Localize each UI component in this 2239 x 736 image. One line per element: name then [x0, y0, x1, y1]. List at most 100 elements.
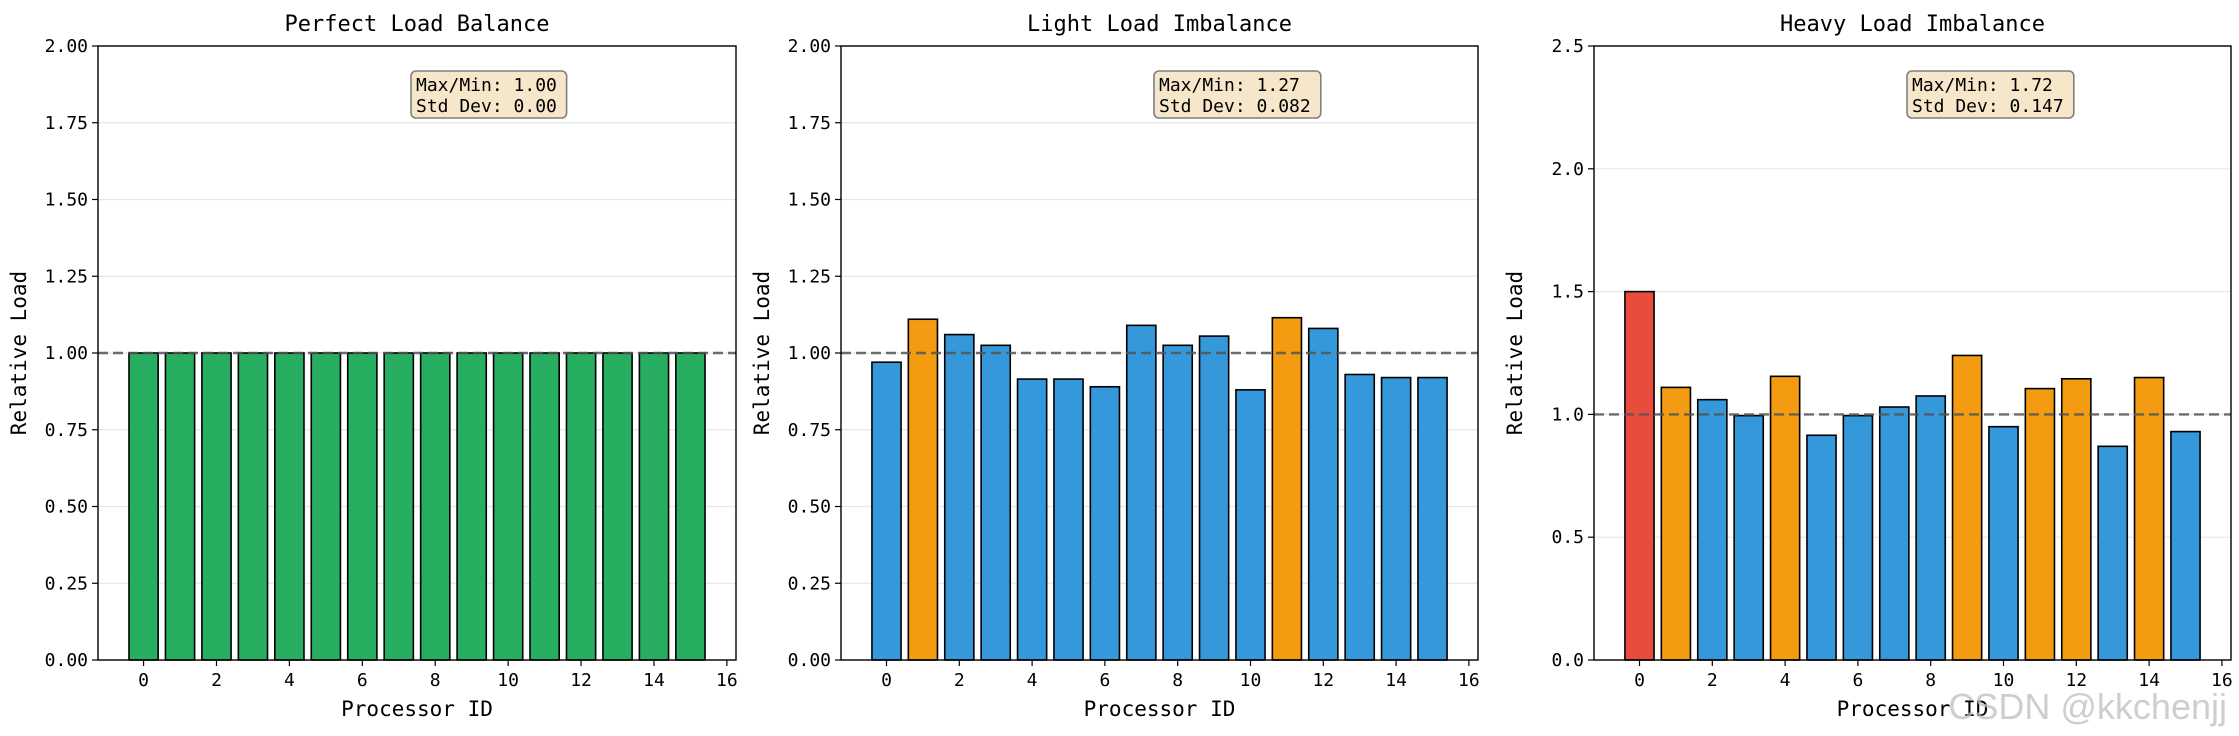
- stats-text: Std Dev: 0.082: [1159, 96, 1311, 117]
- bar-processor-13: [1344, 373, 1376, 661]
- bar-processor-6: [1842, 414, 1874, 661]
- bar-processor-11: [1271, 316, 1303, 661]
- bar-processor-9: [1951, 354, 1983, 661]
- x-tick-label: 4: [1027, 670, 1038, 691]
- y-tick-label: 1.50: [45, 190, 88, 211]
- bar-processor-5: [1053, 378, 1084, 661]
- bar-processor-7: [383, 352, 415, 661]
- chart-panel-1: 0.00 0.25 0.50 0.75 1.00 1.25 1.50 1.75 2.00 0 2 4 6…: [7, 12, 738, 721]
- bar-processor-12: [1307, 327, 1339, 661]
- bar-processor-13: [602, 352, 633, 661]
- bar-processor-2: [201, 352, 232, 661]
- x-tick-label: 16: [716, 670, 738, 691]
- x-tick-label: 2: [954, 670, 965, 691]
- bar-processor-8: [1162, 344, 1194, 661]
- bar-processor-4: [274, 352, 305, 661]
- x-tick-label: 14: [2138, 670, 2160, 691]
- y-tick-label: 0.0: [1551, 650, 1584, 671]
- axes-frame: [1593, 45, 2232, 661]
- bar-processor-0: [871, 361, 902, 661]
- bar-processor-1: [907, 318, 939, 661]
- y-tick-label: 0.00: [788, 650, 831, 671]
- y-tick-label: 1.00: [788, 343, 831, 364]
- x-tick-label: 10: [1240, 670, 1262, 691]
- bar-processor-3: [980, 344, 1012, 661]
- y-tick-label: 2.00: [45, 36, 88, 57]
- x-tick-label: 6: [1852, 670, 1863, 691]
- bar-processor-3: [1733, 414, 1765, 661]
- x-tick-label: 2: [211, 670, 222, 691]
- bar-processor-10: [1235, 389, 1266, 661]
- y-tick-label: 2.00: [788, 36, 831, 57]
- x-tick-label: 6: [357, 670, 368, 691]
- bar-processor-5: [310, 352, 342, 661]
- bar-processor-4: [1016, 378, 1048, 661]
- x-tick-label: 16: [1458, 670, 1480, 691]
- bar-processor-14: [2133, 376, 2165, 661]
- y-axis-label: Relative Load: [7, 271, 31, 435]
- stats-text: Std Dev: 0.147: [1912, 96, 2064, 117]
- bar-processor-8: [419, 352, 451, 661]
- chart-title: Heavy Load Imbalance: [1780, 12, 2045, 37]
- x-tick-label: 4: [284, 670, 295, 691]
- bar-processor-10: [1988, 425, 2019, 661]
- bar-processor-14: [1380, 376, 1412, 661]
- y-tick-label: 0.25: [788, 573, 831, 594]
- bar-processor-11: [2024, 387, 2056, 661]
- x-tick-label: 8: [1172, 670, 1183, 691]
- bar-processor-14: [638, 352, 670, 661]
- y-tick-label: 1.0: [1551, 404, 1584, 425]
- bar-processor-1: [1660, 386, 1692, 661]
- bar-processor-6: [1089, 385, 1121, 661]
- csdn-watermark: CSDN @kkchenjj: [1948, 686, 2227, 727]
- bar-processor-9: [1198, 335, 1230, 661]
- bar-processor-1: [164, 352, 196, 661]
- stats-text: Std Dev: 0.00: [416, 96, 557, 117]
- y-tick-label: 1.5: [1551, 282, 1584, 303]
- x-tick-label: 10: [1993, 670, 2015, 691]
- bar-processor-15: [2170, 430, 2201, 661]
- stats-box: [410, 70, 568, 119]
- x-tick-label: 2: [1707, 670, 1718, 691]
- chart-panel-2: 0.00 0.25 0.50 0.75 1.00 1.25 1.50 1.75 2.00 0 2 4 6…: [750, 12, 1480, 721]
- stats-text: Max/Min: 1.00: [416, 75, 557, 96]
- stats-box: [1906, 70, 2075, 119]
- x-tick-label: 12: [570, 670, 592, 691]
- y-axis-label: Relative Load: [750, 271, 774, 435]
- bar-processor-12: [2060, 377, 2092, 661]
- bar-processor-2: [943, 333, 975, 661]
- bar-processor-4: [1769, 375, 1801, 661]
- x-tick-label: 14: [643, 670, 665, 691]
- stats-text: Max/Min: 1.72: [1912, 75, 2053, 96]
- bar-processor-13: [2097, 445, 2129, 661]
- y-tick-label: 2.0: [1551, 159, 1584, 180]
- bar-processor-2: [1696, 398, 1728, 661]
- x-tick-label: 4: [1780, 670, 1791, 691]
- y-tick-label: 0.00: [45, 650, 88, 671]
- y-tick-label: 0.50: [788, 497, 831, 518]
- x-tick-label: 12: [1312, 670, 1334, 691]
- x-tick-label: 12: [2065, 670, 2087, 691]
- x-tick-label: 8: [430, 670, 441, 691]
- y-tick-label: 1.25: [788, 266, 831, 287]
- chart-title: Perfect Load Balance: [285, 12, 550, 37]
- y-tick-label: 0.75: [788, 420, 831, 441]
- x-tick-label: 0: [138, 670, 149, 691]
- x-axis-label: Processor ID: [341, 697, 493, 721]
- bar-processor-6: [346, 352, 378, 661]
- x-tick-label: 8: [1925, 670, 1936, 691]
- bar-processor-5: [1806, 434, 1837, 661]
- x-axis-label: Processor ID: [1084, 697, 1236, 721]
- x-tick-label: 14: [1385, 670, 1407, 691]
- bar-processor-15: [675, 352, 706, 661]
- y-tick-label: 0.75: [45, 420, 88, 441]
- bar-processor-7: [1125, 324, 1157, 661]
- bar-processor-10: [492, 352, 524, 661]
- x-tick-label: 16: [2211, 670, 2233, 691]
- y-tick-label: 1.75: [788, 113, 831, 134]
- bar-processor-7: [1878, 406, 1910, 661]
- x-axis-label: Processor ID: [1837, 697, 1989, 721]
- x-tick-label: 10: [497, 670, 519, 691]
- x-tick-label: 0: [881, 670, 892, 691]
